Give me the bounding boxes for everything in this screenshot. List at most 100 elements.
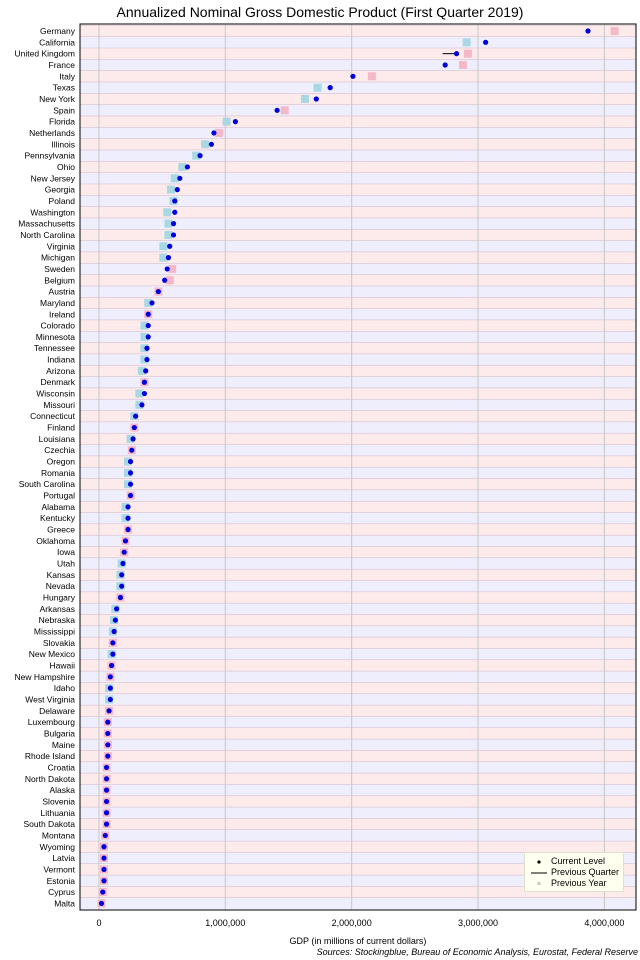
current-level-point [103, 810, 110, 816]
y-tick-label: Sweden [44, 264, 75, 274]
current-level-point [120, 560, 126, 567]
row-band [80, 716, 636, 728]
current-level-point [105, 742, 111, 748]
current-level-point [483, 39, 489, 45]
previous-year-marker [300, 94, 309, 103]
row-band [80, 455, 636, 468]
row-band [80, 217, 636, 230]
y-tick-label: Slovakia [43, 638, 75, 648]
y-tick-label: Indiana [47, 355, 75, 365]
previous-year-marker [463, 49, 472, 58]
current-level-point [143, 368, 149, 374]
y-tick-label: New Mexico [29, 649, 76, 659]
current-level-point [162, 277, 168, 283]
y-tick-label: New York [39, 94, 76, 104]
y-tick-label: Texas [53, 83, 75, 93]
current-level-point [103, 787, 110, 793]
current-level-point [170, 232, 177, 238]
y-tick-label: Hawaii [49, 660, 75, 670]
row-band [80, 489, 636, 502]
y-tick-label: Belgium [44, 275, 75, 285]
y-tick-label: Illinois [51, 139, 75, 149]
row-band [80, 523, 636, 536]
row-band [80, 410, 636, 422]
row-band [80, 308, 636, 320]
y-tick-label: Michigan [41, 253, 75, 263]
y-tick-label: Wisconsin [36, 389, 75, 399]
legend-year: Previous Year [551, 878, 607, 888]
current-level-point [139, 402, 145, 408]
row-band [80, 127, 636, 139]
y-tick-label: Portugal [43, 491, 75, 501]
row-band [80, 478, 636, 490]
y-tick-label: Netherlands [29, 128, 75, 138]
row-band [80, 739, 636, 751]
row-band [80, 421, 636, 434]
y-tick-label: Florida [49, 117, 75, 127]
current-level-point [105, 753, 111, 759]
current-level-point [119, 583, 125, 589]
data-marks [97, 27, 619, 908]
row-band [80, 331, 636, 343]
current-level-point [170, 221, 177, 227]
y-tick-label: Pennsylvania [24, 151, 75, 161]
legend-quarter: Previous Quarter [551, 867, 620, 877]
current-level-point [184, 164, 191, 170]
y-tick-label: Connecticut [30, 411, 76, 421]
current-level-point [149, 300, 155, 306]
current-level-point [129, 447, 135, 453]
plot-frame [79, 23, 637, 911]
current-level-point [125, 504, 131, 510]
previous-year-marker [458, 60, 467, 69]
current-level-point [105, 730, 111, 737]
row-band [80, 263, 636, 275]
current-level-point [145, 311, 151, 317]
current-level-point [177, 175, 183, 181]
row-band [80, 229, 636, 241]
current-level-point [144, 356, 150, 363]
y-tick-label: Bulgaria [44, 728, 75, 738]
y-tick-label: New Jersey [31, 173, 76, 183]
row-band [80, 59, 636, 71]
previous-year-marker [166, 185, 175, 194]
previous-year-marker [201, 140, 210, 149]
y-tick-label: Idaho [54, 683, 76, 693]
previous-year-marker [140, 321, 149, 330]
current-level-point [127, 492, 134, 499]
row-band [80, 93, 636, 105]
row-band [80, 818, 636, 830]
row-band [80, 750, 636, 762]
source-note: Sources: Stockingblue, Bureau of Economi… [316, 947, 638, 957]
y-tick-label: Washington [30, 207, 75, 217]
row-band [80, 387, 636, 400]
current-level-point [106, 708, 112, 714]
current-level-point [141, 379, 148, 385]
row-band [80, 183, 636, 196]
row-band [80, 807, 636, 819]
y-tick-label: Luxembourg [28, 717, 76, 727]
previous-year-marker [137, 366, 146, 375]
y-tick-label: Estonia [47, 876, 76, 886]
y-tick-label: Slovenia [42, 796, 75, 806]
current-level-point [110, 640, 116, 646]
y-tick-label: Oregon [47, 457, 76, 467]
y-tick-label: Spain [53, 105, 75, 115]
current-level-point [127, 470, 134, 476]
current-level-point [141, 390, 148, 397]
current-level-point [127, 458, 134, 465]
y-tick-label: United Kingdom [15, 49, 75, 59]
row-band [80, 727, 636, 740]
row-band [80, 433, 636, 445]
y-tick-label: Missouri [43, 400, 75, 410]
row-band [80, 399, 636, 411]
y-tick-label: France [49, 60, 76, 70]
y-tick-label: Nebraska [39, 615, 76, 625]
x-tick-label: 3,000,000 [458, 918, 498, 928]
current-level-point [122, 538, 129, 544]
y-tick-label: Maine [52, 740, 75, 750]
row-band [80, 569, 636, 581]
current-level-point [102, 832, 108, 839]
current-level-point [274, 107, 280, 113]
y-tick-label: Mississippi [34, 626, 75, 636]
current-level-point [313, 96, 319, 102]
